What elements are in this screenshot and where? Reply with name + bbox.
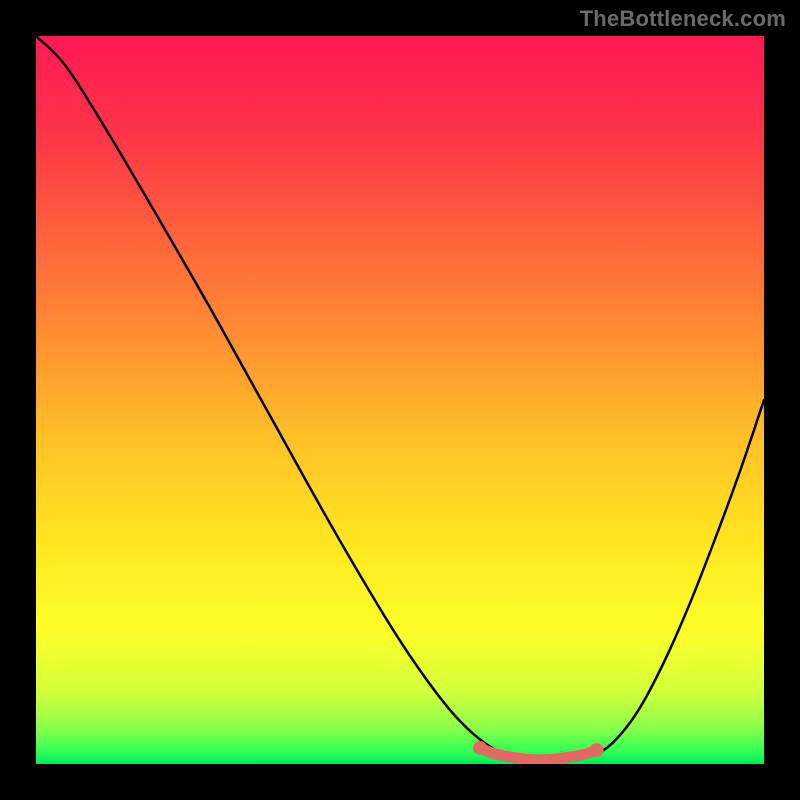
chart-container: TheBottleneck.com (0, 0, 800, 800)
bottleneck-chart (36, 36, 764, 764)
gradient-background (36, 36, 764, 764)
marker-end-dot (590, 743, 604, 757)
plot-area (36, 36, 764, 764)
marker-start-dot (473, 741, 487, 755)
watermark-text: TheBottleneck.com (580, 6, 786, 32)
